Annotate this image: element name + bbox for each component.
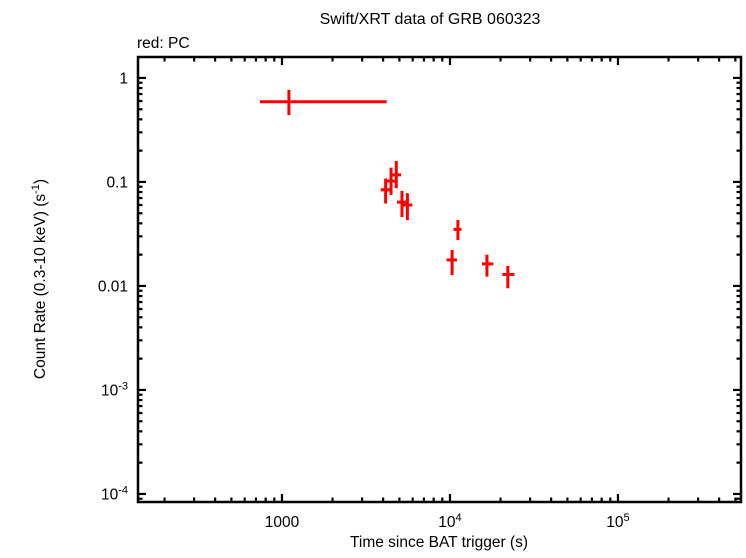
data-point xyxy=(386,167,396,195)
x-tick-label: 105 xyxy=(606,512,629,531)
x-tick-label: 104 xyxy=(438,512,461,531)
y-tick-label: 0.01 xyxy=(98,278,128,295)
data-point xyxy=(446,249,457,276)
data-point xyxy=(397,190,407,218)
x-tick-label: 1000 xyxy=(265,514,300,531)
data-point xyxy=(260,89,387,116)
chart-title: Swift/XRT data of GRB 060323 xyxy=(320,11,541,28)
y-tick-label: 10-4 xyxy=(101,484,128,503)
y-tick-label: 0.1 xyxy=(106,174,128,191)
data-point xyxy=(502,265,515,289)
data-point xyxy=(453,220,462,241)
data-point xyxy=(380,178,391,204)
y-axis-label: Count Rate (0.3-10 keV) (s-1) xyxy=(30,179,49,379)
legend-mode-label: red: PC xyxy=(137,35,190,52)
data-point xyxy=(402,193,413,221)
y-tick-label: 1 xyxy=(119,70,128,87)
y-tick-label: 10-3 xyxy=(101,380,128,399)
plot-area: 1000 104 105 1 0.1 0.01 10-3 10-4 Count Rate (0.… xyxy=(30,55,743,531)
plot-frame xyxy=(136,55,743,504)
series-PC xyxy=(260,89,515,289)
data-point xyxy=(391,161,402,189)
x-axis-label: Time since BAT trigger (s) xyxy=(350,534,528,551)
data-point xyxy=(481,254,494,277)
